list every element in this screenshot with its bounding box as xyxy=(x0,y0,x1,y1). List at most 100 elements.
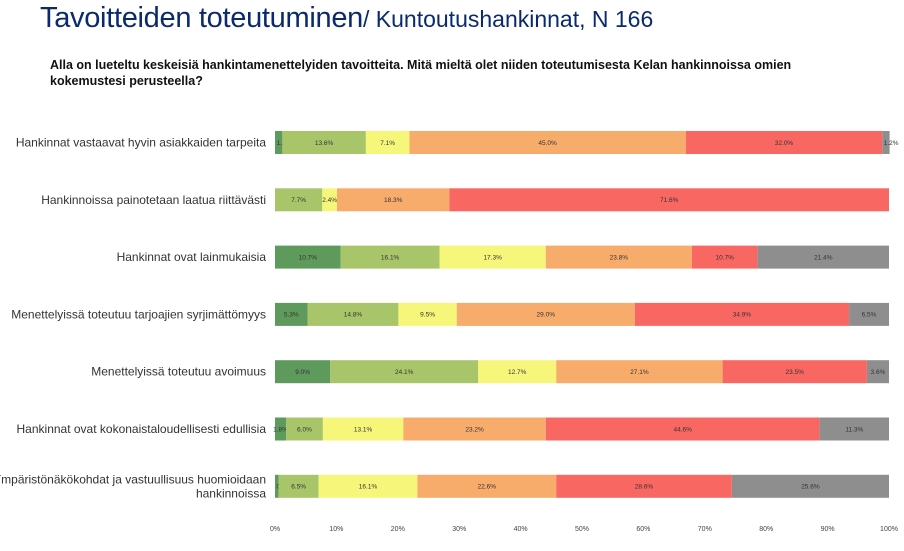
bar-segment xyxy=(278,474,319,498)
data-label: 10.7% xyxy=(299,254,318,261)
bar-segment xyxy=(439,245,546,269)
x-tick-label: 70% xyxy=(698,526,712,533)
data-label: 9.0% xyxy=(295,369,310,376)
x-tick-label: 90% xyxy=(821,526,835,533)
category-label: Menettelyissä toteutuu avoimuus xyxy=(91,365,266,379)
data-label: 23.2% xyxy=(465,426,484,433)
data-label: 11.3% xyxy=(845,426,863,433)
data-label: 2.4% xyxy=(322,197,337,204)
data-label: 16.1% xyxy=(359,484,378,491)
bar-segment xyxy=(403,417,546,441)
x-tick-label: 60% xyxy=(636,526,650,533)
title-sub: / Kuntoutushankinnat, N 166 xyxy=(363,6,654,32)
bar-segment xyxy=(685,131,883,154)
bar-segment xyxy=(275,245,341,269)
bar-segment xyxy=(275,131,283,154)
bar-segment xyxy=(849,302,889,326)
data-label: 12.7% xyxy=(508,369,527,376)
x-tick-label: 10% xyxy=(329,526,343,533)
data-label: 21.4% xyxy=(814,254,833,261)
category-label-line: Ympäristönäkökohdat ja vastuullisuus huo… xyxy=(0,472,266,486)
data-label: 14.8% xyxy=(344,312,363,319)
bar-segment xyxy=(340,245,440,269)
bar-segment xyxy=(691,245,758,269)
bar-segment xyxy=(275,188,323,212)
category-label: Menettelyissä toteutuu tarjoajien syrjim… xyxy=(11,307,266,321)
category-label: Ympäristönäkökohdat ja vastuullisuus huo… xyxy=(0,472,266,500)
data-label: 29.0% xyxy=(537,312,556,319)
data-label: 6.5% xyxy=(291,484,306,491)
x-tick-label: 40% xyxy=(514,526,528,533)
bar-segment xyxy=(882,131,890,154)
data-label: 10.7% xyxy=(716,254,735,261)
bar-segment xyxy=(545,245,692,269)
category-label-line: Hankinnat ovat lainmukaisia xyxy=(117,250,267,264)
survey-question: Alla on lueteltu keskeisiä hankintamenet… xyxy=(50,58,792,88)
bar-segment xyxy=(634,302,850,326)
data-label: 32.0% xyxy=(775,140,794,147)
category-label: Hankinnat ovat lainmukaisia xyxy=(117,250,267,264)
bar-segment xyxy=(449,188,889,212)
x-tick-label: 80% xyxy=(759,526,773,533)
bar-segment xyxy=(757,245,889,269)
data-label: 17.3% xyxy=(483,254,502,261)
bar-segment xyxy=(275,474,279,498)
category-label-line: Menettelyissä toteutuu tarjoajien syrjim… xyxy=(11,307,266,321)
x-tick-label: 20% xyxy=(391,526,405,533)
data-label: 23.5% xyxy=(786,369,805,376)
category-label: Hankinnat ovat kokonaistaloudellisesti e… xyxy=(17,422,267,436)
bar-segment xyxy=(318,474,418,498)
data-label: 24.1% xyxy=(395,369,414,376)
bar-segment xyxy=(275,302,308,326)
bar-segment xyxy=(722,360,867,384)
data-label: 44.6% xyxy=(673,426,692,433)
title-main: Tavoitteiden toteutuminen xyxy=(40,2,363,34)
data-label: 1.2% xyxy=(884,140,899,147)
bar-segment xyxy=(365,131,410,154)
data-label: 9.5% xyxy=(420,312,435,319)
bar-segment xyxy=(282,131,366,154)
bar-segment xyxy=(417,474,557,498)
bar-segment xyxy=(398,302,457,326)
data-label: 71.6% xyxy=(660,197,679,204)
bar-segment xyxy=(556,474,732,498)
category-label: Hankinnoissa painotetaan laatua riittävä… xyxy=(41,193,266,207)
data-label: 3.6% xyxy=(871,369,886,376)
data-label: 45.0% xyxy=(538,140,557,147)
page-title: Tavoitteiden toteutuminen/ Kuntoutushank… xyxy=(40,2,653,35)
data-label: 16.1% xyxy=(381,254,400,261)
x-tick-label: 50% xyxy=(575,526,589,533)
category-label-line: hankinnoissa xyxy=(196,486,266,500)
bar-segment xyxy=(478,360,557,384)
bar-segment xyxy=(409,131,686,154)
bar-segment xyxy=(286,417,323,441)
data-label: 34.9% xyxy=(733,312,752,319)
data-label: 6.0% xyxy=(297,426,312,433)
data-label: 13.6% xyxy=(315,140,334,147)
bar-segment xyxy=(456,302,635,326)
data-label: 25.6% xyxy=(801,484,820,491)
data-label: 22.6% xyxy=(478,484,497,491)
data-label: 5.3% xyxy=(284,312,299,319)
x-tick-label: 30% xyxy=(452,526,466,533)
data-label: 13.1% xyxy=(354,426,373,433)
category-label-line: Menettelyissä toteutuu avoimuus xyxy=(91,365,266,379)
bar-segment xyxy=(337,188,450,212)
category-label-line: Hankinnat vastaavat hyvin asiakkaiden ta… xyxy=(16,136,266,150)
category-label-line: Hankinnat ovat kokonaistaloudellisesti e… xyxy=(17,422,267,436)
bar-segment xyxy=(330,360,479,384)
data-label: 6.5% xyxy=(862,312,877,319)
bar-segment xyxy=(322,188,338,212)
bar-segment xyxy=(866,360,889,384)
bar-segment xyxy=(275,360,331,384)
bar-segment xyxy=(556,360,723,384)
data-label: 7.1% xyxy=(380,140,395,147)
category-label: Hankinnat vastaavat hyvin asiakkaiden ta… xyxy=(16,136,266,150)
data-label: 23.8% xyxy=(610,254,629,261)
x-tick-label: 100% xyxy=(880,526,898,533)
bar-segment xyxy=(307,302,399,326)
bar-segment xyxy=(545,417,820,441)
bar-segment xyxy=(731,474,889,498)
category-label-line: Hankinnoissa painotetaan laatua riittävä… xyxy=(41,193,266,207)
